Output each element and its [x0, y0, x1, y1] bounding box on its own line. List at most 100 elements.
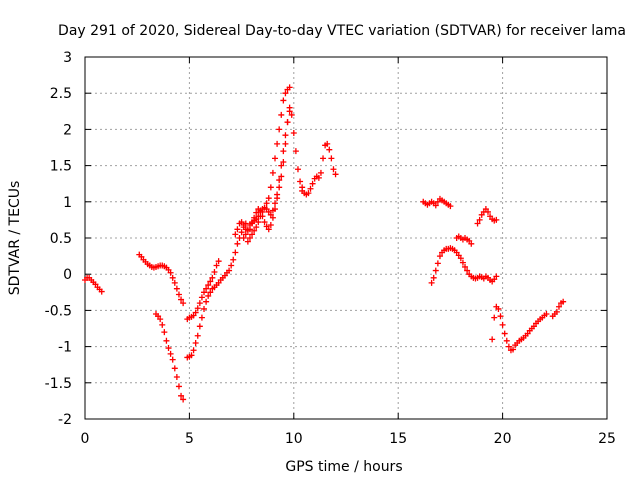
data-point [203, 285, 210, 292]
data-point [297, 178, 304, 185]
data-point [265, 195, 272, 202]
data-point [501, 330, 508, 337]
series-seg12 [453, 233, 475, 247]
x-tick-label: 15 [389, 431, 407, 447]
data-point [543, 311, 550, 318]
data-point [253, 209, 260, 216]
data-point [284, 119, 291, 126]
data-point [240, 221, 247, 228]
data-point [173, 285, 180, 292]
y-tick-label: -2 [58, 412, 72, 428]
data-point [209, 274, 216, 281]
data-point [278, 173, 285, 180]
data-point [198, 314, 205, 321]
data-point [180, 396, 187, 403]
data-point [272, 155, 279, 162]
data-point [315, 174, 322, 181]
data-point [173, 374, 180, 381]
data-point [307, 185, 314, 192]
data-point [457, 255, 464, 262]
data-point [459, 259, 466, 266]
data-points [82, 84, 567, 403]
data-point [161, 329, 168, 336]
data-point [309, 180, 316, 187]
data-point [267, 211, 274, 218]
axis-ticks: 0 5 10 15 20 25 -2 -1.5 -1 -0.5 0 0.5 1 1.5 2 2.5 3 [45, 50, 616, 447]
y-axis-label: SDTVAR / TECUs [7, 181, 23, 296]
data-point [499, 321, 506, 328]
x-axis-label: GPS time / hours [285, 459, 402, 475]
data-point [203, 298, 210, 305]
data-point [167, 350, 174, 357]
data-point [495, 305, 502, 312]
data-point [294, 166, 301, 173]
series-seg2 [136, 251, 187, 307]
data-point [491, 314, 498, 321]
y-tick-label: 1.5 [50, 159, 72, 175]
data-point [201, 305, 208, 312]
chart-title: Day 291 of 2020, Sidereal Day-to-day VTE… [58, 23, 626, 39]
data-point [230, 256, 237, 263]
data-point [194, 305, 201, 312]
data-point [171, 279, 178, 286]
data-point [180, 300, 187, 307]
data-point [159, 321, 166, 328]
data-point [326, 146, 333, 153]
y-tick-label: 2 [63, 122, 72, 138]
data-point [286, 108, 293, 115]
data-point [434, 260, 441, 267]
data-point [175, 383, 182, 390]
y-tick-label: 1 [63, 195, 72, 211]
y-tick-label: 0 [63, 267, 72, 283]
x-tick-label: 5 [185, 431, 194, 447]
data-point [190, 347, 197, 354]
data-point [332, 171, 339, 178]
data-point [276, 126, 283, 133]
data-point [192, 309, 199, 316]
data-point [447, 203, 454, 210]
series-seg1 [82, 274, 105, 295]
data-point [282, 132, 289, 139]
data-point [232, 249, 239, 256]
data-point [432, 267, 439, 274]
data-point [278, 111, 285, 118]
data-point [98, 288, 105, 295]
data-point [205, 292, 212, 299]
data-point [211, 269, 218, 276]
y-tick-label: 2.5 [50, 86, 72, 102]
data-point [196, 323, 203, 330]
data-point [246, 235, 253, 241]
data-point [555, 303, 562, 310]
data-point [178, 392, 185, 399]
data-point [163, 337, 170, 344]
data-point [261, 219, 268, 226]
data-point [474, 220, 481, 227]
y-tick-label: 0.5 [50, 231, 72, 247]
data-point [272, 200, 279, 207]
data-point [228, 262, 235, 269]
data-point [280, 148, 287, 155]
series-seg14 [489, 303, 550, 354]
data-point [286, 84, 293, 91]
data-point [167, 269, 174, 276]
data-point [278, 162, 285, 169]
data-point [188, 352, 195, 359]
data-point [242, 231, 249, 238]
data-point [171, 365, 178, 372]
data-point [192, 339, 199, 346]
x-tick-label: 10 [285, 431, 303, 447]
data-point [288, 111, 295, 118]
data-point [198, 294, 205, 301]
data-point [432, 202, 439, 209]
data-point [436, 253, 443, 260]
data-point [226, 267, 233, 274]
data-point [503, 337, 510, 344]
data-point [280, 97, 287, 104]
data-point [201, 289, 208, 296]
data-point [276, 184, 283, 191]
data-point [244, 226, 251, 233]
data-point [194, 332, 201, 339]
data-point [269, 207, 276, 214]
y-tick-label: -0.5 [45, 303, 72, 319]
